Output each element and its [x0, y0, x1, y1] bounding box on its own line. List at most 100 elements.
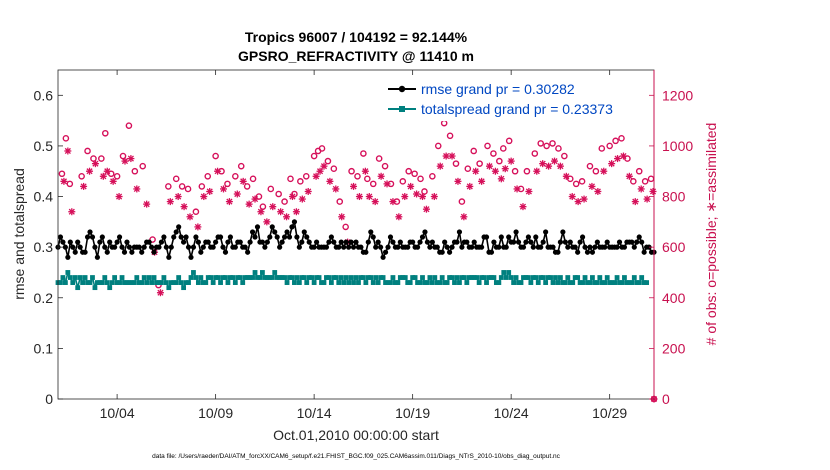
obs-assimilated-marker-stroke — [194, 223, 201, 230]
obs-possible-marker — [572, 180, 580, 188]
totalspread-point — [506, 270, 512, 275]
y-left-tick-label: 0.1 — [34, 340, 54, 356]
obs-assimilated-marker-stroke — [121, 158, 129, 165]
obs-assimilated-marker-stroke — [206, 188, 213, 195]
obs-possible-marker — [531, 150, 539, 157]
rmse-point — [254, 224, 261, 230]
totalspread-point — [117, 280, 122, 285]
obs-assimilated-marker — [320, 162, 328, 170]
rmse-point — [277, 244, 283, 250]
rmse-point — [584, 249, 591, 255]
rmse-point — [210, 244, 216, 250]
rmse-point — [511, 239, 517, 245]
totalspread-point — [218, 280, 223, 285]
totalspread-point — [85, 280, 90, 285]
totalspread-point — [577, 280, 583, 285]
totalspread-point — [70, 280, 76, 285]
obs-assimilated-marker-stroke — [372, 198, 379, 205]
totalspread-point — [567, 280, 573, 285]
rmse-point — [442, 239, 448, 245]
rmse-point — [289, 224, 295, 230]
totalspread-point — [131, 280, 137, 285]
obs-assimilated-marker — [257, 208, 265, 216]
totalspread-point — [149, 280, 154, 285]
obs-layer — [58, 119, 658, 403]
rmse-point — [538, 244, 544, 250]
totalspread-point — [454, 275, 460, 280]
rmse-point — [528, 239, 534, 245]
rmse-point — [631, 244, 637, 250]
totalspread-point — [166, 285, 172, 291]
obs-possible-marker — [267, 185, 275, 193]
obs-assimilated-marker-stroke — [104, 168, 111, 175]
totalspread-point — [434, 280, 440, 285]
obs-assimilated-marker — [109, 177, 117, 185]
rmse-point — [589, 249, 596, 255]
totalspread-point — [284, 280, 290, 285]
rmse-point — [158, 239, 165, 245]
totalspread-point — [521, 275, 526, 280]
obs-assimilated-marker — [206, 187, 214, 195]
totalspread-point — [360, 275, 366, 280]
rmse-point — [213, 239, 219, 245]
obs-possible-marker — [624, 155, 631, 162]
rmse-point — [604, 239, 610, 245]
totalspread-point — [469, 275, 475, 280]
rmse-point — [161, 234, 167, 240]
totalspread-point — [72, 275, 78, 280]
rmse-point — [112, 244, 118, 250]
totalspread-point — [619, 280, 625, 285]
totalspread-point — [309, 275, 315, 280]
rmse-point — [299, 239, 305, 245]
totalspread-point — [95, 280, 100, 285]
totalspread-point — [457, 280, 462, 285]
totalspread-point — [599, 280, 605, 285]
totalspread-point — [213, 275, 219, 280]
totalspread-point — [518, 280, 524, 285]
obs-assimilated-marker — [292, 208, 300, 216]
obs-assimilated-marker-stroke — [575, 198, 582, 205]
totalspread-point — [617, 280, 622, 285]
obs-assimilated-marker — [220, 185, 228, 193]
rmse-point — [565, 244, 571, 250]
totalspread-point — [461, 275, 467, 280]
totalspread-point — [636, 280, 642, 285]
rmse-point — [232, 244, 238, 250]
obs-assimilated-marker-stroke — [383, 180, 391, 187]
totalspread-point — [104, 280, 110, 285]
obs-assimilated-marker-stroke — [110, 178, 117, 185]
totalspread-point — [525, 275, 531, 280]
totalspread-point — [555, 280, 561, 285]
obs-assimilated-marker — [365, 193, 373, 201]
totalspread-point — [220, 275, 226, 280]
totalspread-point — [444, 280, 450, 285]
obs-assimilated-marker-stroke — [68, 208, 75, 215]
totalspread-point — [314, 275, 319, 280]
totalspread-point — [368, 275, 374, 280]
obs-assimilated-marker — [277, 208, 285, 216]
obs-assimilated-marker-stroke — [423, 206, 430, 213]
obs-assimilated-marker — [513, 185, 521, 193]
totalspread-point — [365, 275, 371, 280]
rmse-point — [572, 244, 578, 250]
x-tick-label: 10/09 — [198, 405, 233, 421]
rmse-point — [104, 249, 110, 255]
obs-assimilated-marker-stroke — [466, 183, 473, 190]
rmse-point — [520, 244, 527, 250]
obs-assimilated-marker — [395, 213, 403, 221]
rmse-point — [62, 244, 68, 250]
totalspread-point — [269, 275, 275, 280]
obs-assimilated-marker — [121, 157, 129, 165]
totalspread-point — [498, 275, 504, 280]
rmse-point — [562, 239, 568, 245]
obs-assimilated-marker-stroke — [251, 196, 259, 203]
obs-assimilated-marker — [418, 193, 426, 201]
totalspread-point — [245, 275, 251, 280]
obs-assimilated-marker — [174, 193, 182, 201]
obs-assimilated-marker — [600, 167, 608, 175]
rmse-point — [540, 239, 546, 245]
obs-possible-marker — [523, 167, 531, 175]
totalspread-point — [479, 275, 485, 280]
rmse-point — [594, 239, 600, 245]
